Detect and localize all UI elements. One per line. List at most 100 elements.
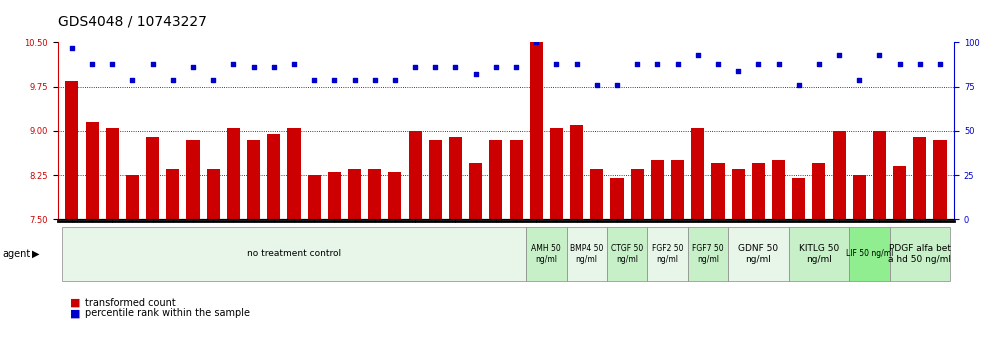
Point	[609, 82, 624, 88]
Bar	[348, 169, 362, 219]
Text: FGF7 50
ng/ml: FGF7 50 ng/ml	[692, 244, 724, 264]
Bar	[86, 122, 99, 219]
Point	[528, 40, 544, 45]
Bar	[328, 172, 341, 219]
Point	[225, 61, 241, 67]
Bar	[853, 175, 866, 219]
Point	[124, 77, 140, 82]
Bar	[813, 164, 826, 219]
Bar	[591, 169, 604, 219]
Text: BMP4 50
ng/ml: BMP4 50 ng/ml	[570, 244, 604, 264]
Bar	[489, 140, 502, 219]
Point	[690, 52, 706, 58]
Bar	[247, 140, 260, 219]
Point	[286, 61, 302, 67]
Bar	[449, 137, 462, 219]
Bar	[166, 169, 179, 219]
Text: ■: ■	[70, 298, 81, 308]
Bar	[570, 125, 584, 219]
Text: GDS4048 / 10743227: GDS4048 / 10743227	[58, 14, 206, 28]
Bar	[227, 128, 240, 219]
Text: LIF 50 ng/ml: LIF 50 ng/ml	[846, 250, 893, 258]
Bar	[630, 169, 643, 219]
Bar	[671, 160, 684, 219]
Bar	[550, 128, 563, 219]
Bar	[388, 172, 401, 219]
Point	[589, 82, 605, 88]
Point	[468, 72, 484, 77]
Point	[852, 77, 868, 82]
Bar	[913, 137, 926, 219]
Point	[629, 61, 645, 67]
Bar	[732, 169, 745, 219]
Point	[569, 61, 585, 67]
Point	[84, 61, 100, 67]
Point	[367, 77, 382, 82]
Point	[508, 64, 524, 70]
Text: PDGF alfa bet
a hd 50 ng/ml: PDGF alfa bet a hd 50 ng/ml	[888, 244, 951, 264]
Bar	[872, 131, 886, 219]
Text: CTGF 50
ng/ml: CTGF 50 ng/ml	[611, 244, 643, 264]
Bar	[206, 169, 220, 219]
Text: no treatment control: no treatment control	[247, 250, 341, 258]
Point	[64, 45, 80, 51]
Bar	[146, 137, 159, 219]
Point	[791, 82, 807, 88]
Point	[266, 64, 282, 70]
Bar	[772, 160, 785, 219]
Text: transformed count: transformed count	[85, 298, 175, 308]
Point	[912, 61, 928, 67]
Bar	[186, 140, 199, 219]
Bar	[711, 164, 724, 219]
Point	[750, 61, 766, 67]
Point	[811, 61, 827, 67]
Text: GDNF 50
ng/ml: GDNF 50 ng/ml	[738, 244, 779, 264]
Point	[165, 77, 181, 82]
Point	[488, 64, 504, 70]
Point	[649, 61, 665, 67]
Point	[669, 61, 685, 67]
Point	[205, 77, 221, 82]
Point	[246, 64, 262, 70]
Text: ▶: ▶	[32, 249, 40, 259]
Bar	[469, 164, 482, 219]
Point	[447, 64, 463, 70]
Bar	[125, 175, 139, 219]
Text: percentile rank within the sample: percentile rank within the sample	[85, 308, 250, 318]
Text: FGF2 50
ng/ml: FGF2 50 ng/ml	[651, 244, 683, 264]
Bar	[408, 131, 421, 219]
Point	[771, 61, 787, 67]
Point	[730, 68, 746, 74]
Bar	[510, 140, 523, 219]
Text: AMH 50
ng/ml: AMH 50 ng/ml	[532, 244, 561, 264]
Bar	[428, 140, 442, 219]
Bar	[369, 169, 381, 219]
Point	[407, 64, 423, 70]
Point	[932, 61, 948, 67]
Bar	[66, 81, 79, 219]
Point	[327, 77, 343, 82]
Text: KITLG 50
ng/ml: KITLG 50 ng/ml	[799, 244, 839, 264]
Bar	[288, 128, 301, 219]
Point	[549, 61, 565, 67]
Bar	[833, 131, 846, 219]
Point	[891, 61, 907, 67]
Point	[306, 77, 322, 82]
Point	[427, 64, 443, 70]
Bar	[792, 178, 806, 219]
Bar	[650, 160, 664, 219]
Point	[185, 64, 201, 70]
Bar	[893, 166, 906, 219]
Point	[105, 61, 121, 67]
Text: agent: agent	[2, 249, 30, 259]
Point	[347, 77, 363, 82]
Point	[710, 61, 726, 67]
Point	[831, 52, 847, 58]
Point	[387, 77, 403, 82]
Bar	[308, 175, 321, 219]
Bar	[267, 134, 280, 219]
Point	[872, 52, 887, 58]
Bar	[611, 178, 623, 219]
Bar	[106, 128, 119, 219]
Bar	[530, 42, 543, 219]
